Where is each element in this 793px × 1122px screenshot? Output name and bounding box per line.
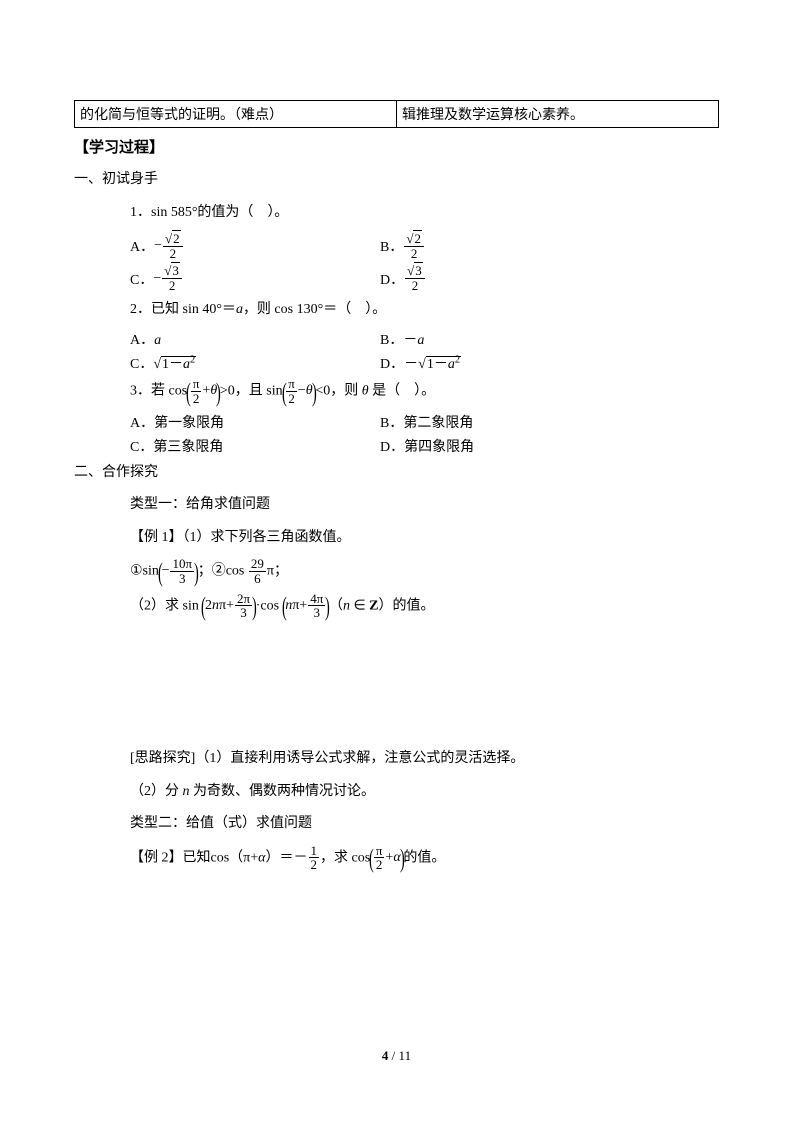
choice-label: D．	[380, 269, 404, 289]
q2-stem-c: ）。	[365, 302, 386, 317]
q1-stem-a: 1．sin 585°的值为（	[130, 205, 253, 220]
q3-stem: 3．若 cos(π2+θ)>0，且 sin(π2−θ)<0，则 θ 是（ ）。	[74, 377, 719, 405]
q2-choice-c: C．√1－a2	[130, 353, 380, 373]
minus-sign: −	[154, 238, 162, 254]
hint2: （2）分 n 为奇数、偶数两种情况讨论。	[74, 779, 719, 806]
q3-mid2: <0，则	[315, 384, 361, 399]
q1-stem: 1．sin 585°的值为（ ）。	[74, 200, 719, 227]
table-cell-left: 的化简与恒等式的证明。（难点）	[75, 101, 397, 128]
type1-label: 类型一：给角求值问题	[74, 492, 719, 519]
hint1: [思路探究]（1）直接利用诱导公式求解，注意公式的灵活选择。	[74, 746, 719, 773]
sqrt-expr: √1－a2	[153, 353, 196, 373]
choice-label: D．	[380, 440, 404, 455]
fraction: π2	[191, 377, 202, 405]
q2-choice-b: B．－a	[380, 329, 719, 349]
table-cell-right: 辑推理及数学运算核心素养。	[397, 101, 719, 128]
q3-choice-c: C．第三象限角	[130, 436, 380, 456]
fraction: √32	[405, 264, 425, 292]
q1-stem-b: ）。	[267, 205, 288, 220]
q3-mid1: >0，且 sin	[220, 384, 283, 399]
choice-label: C．	[130, 357, 153, 372]
page-footer: 4 / 11	[0, 1048, 793, 1064]
choice-label: D．	[380, 357, 404, 372]
q2-stem-b: ，则 cos 130°＝（	[243, 302, 351, 317]
choice-text: 第四象限角	[404, 440, 474, 455]
fraction: 2π3	[235, 592, 252, 620]
choice-text: 第一象限角	[154, 416, 224, 431]
q3-choices-row2: C．第三象限角 D．第四象限角	[74, 436, 719, 456]
q2-stem: 2．已知 sin 40°＝a，则 cos 130°＝（ ）。	[74, 297, 719, 324]
q1-choice-c: C．−√32	[130, 264, 380, 292]
minus-sign: －	[404, 357, 418, 372]
choice-text: a	[417, 333, 424, 348]
choice-label: C．	[130, 440, 153, 455]
var-a: a	[236, 302, 243, 317]
choice-label: A．	[130, 416, 154, 431]
fraction: π2	[286, 377, 297, 405]
section-header: 【学习过程】	[74, 136, 719, 157]
fraction: √22	[163, 232, 183, 260]
q1-choices-row2: C．−√32 D．√32	[74, 264, 719, 292]
fraction: √32	[162, 264, 182, 292]
choice-label: C．	[130, 269, 153, 289]
ex2-stem: 【例 2】已知cos（π+α）＝－12，求 cos(π2+α)的值。	[74, 844, 719, 872]
choice-label: B．	[380, 333, 403, 348]
q1-choice-b: B．√22	[380, 232, 719, 260]
q1-choices-row1: A．−√22 B．√22	[74, 232, 719, 260]
choice-label: B．	[380, 236, 403, 256]
q1-choice-a: A．−√22	[130, 232, 380, 260]
subsection-1-title: 一、初试身手	[74, 167, 719, 194]
q2-stem-a: 2．已知 sin 40°＝	[130, 302, 236, 317]
var-theta: θ	[362, 384, 369, 399]
minus-sign: －	[403, 333, 417, 348]
ex1-title: 【例 1】（1）求下列各三角函数值。	[74, 525, 719, 552]
q3-choice-a: A．第一象限角	[130, 412, 380, 432]
q3-choice-b: B．第二象限角	[380, 412, 719, 432]
blank-space	[74, 626, 719, 746]
q3-stem-a: 3．若 cos	[130, 384, 187, 399]
q2-choices-row1: A．a B．－a	[74, 329, 719, 349]
choice-label: A．	[130, 333, 154, 348]
q2-choices-row2: C．√1－a2 D．－√1－a2	[74, 353, 719, 373]
q2-choice-a: A．a	[130, 329, 380, 349]
fraction: 296	[249, 557, 266, 585]
type2-label: 类型二：给值（式）求值问题	[74, 811, 719, 838]
q3-stem-b: 是（	[369, 384, 401, 399]
choice-text: 第二象限角	[403, 416, 473, 431]
fraction: 4π3	[308, 592, 325, 620]
fraction: 10π3	[170, 557, 194, 585]
choice-text: 第三象限角	[153, 440, 223, 455]
minus-sign: −	[153, 271, 161, 287]
header-table: 的化简与恒等式的证明。（难点） 辑推理及数学运算核心素养。	[74, 100, 719, 128]
page-sep: /	[388, 1048, 398, 1063]
choice-label: A．	[130, 236, 154, 256]
q2-choice-d: D．－√1－a2	[380, 353, 719, 373]
choice-label: B．	[380, 416, 403, 431]
page-total: 11	[399, 1048, 412, 1063]
choice-text: a	[154, 333, 161, 348]
ex1-part1: ①sin(−10π3)；②cos 296π；	[74, 557, 719, 585]
fraction: 12	[309, 844, 320, 872]
q3-choice-d: D．第四象限角	[380, 436, 719, 456]
table-row: 的化简与恒等式的证明。（难点） 辑推理及数学运算核心素养。	[75, 101, 719, 128]
q3-choices-row1: A．第一象限角 B．第二象限角	[74, 412, 719, 432]
q1-choice-d: D．√32	[380, 264, 719, 292]
fraction: √22	[404, 232, 424, 260]
q3-stem-c: ）。	[414, 384, 435, 399]
fraction: π2	[374, 844, 385, 872]
subsection-2-title: 二、合作探究	[74, 460, 719, 487]
sqrt-expr: √1－a2	[418, 353, 461, 373]
ex1-part2: （2）求 sin (2nπ+2π3)·cos (nπ+4π3)（n ∈ Z）的值…	[74, 592, 719, 620]
